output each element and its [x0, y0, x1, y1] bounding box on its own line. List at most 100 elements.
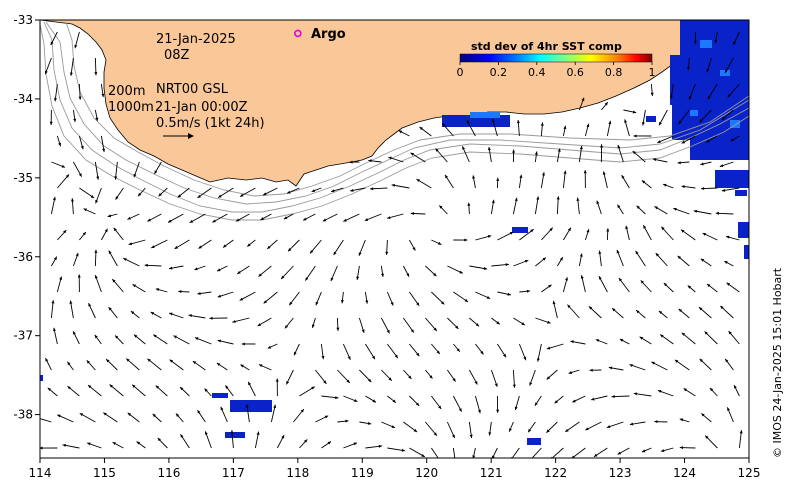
current-arrow	[114, 335, 124, 345]
current-arrow	[127, 213, 140, 220]
current-arrow	[508, 421, 514, 432]
current-arrow	[113, 227, 124, 241]
current-arrow	[53, 83, 58, 102]
current-arrow	[112, 441, 124, 449]
current-arrow	[657, 389, 674, 397]
current-arrow	[45, 357, 52, 371]
current-arrow	[100, 135, 106, 153]
current-arrow	[571, 447, 586, 458]
current-arrow	[578, 97, 585, 111]
current-arrow	[641, 180, 652, 189]
current-arrow	[330, 265, 338, 282]
current-arrow	[169, 359, 184, 371]
current-arrow	[337, 369, 351, 384]
current-arrow	[67, 385, 80, 397]
current-arrow	[570, 340, 586, 345]
current-arrow	[475, 343, 484, 355]
current-arrow	[640, 280, 652, 293]
current-arrow	[721, 109, 734, 121]
current-arrow	[51, 161, 66, 168]
current-arrow	[150, 311, 162, 319]
current-arrow	[180, 434, 190, 449]
current-arrow	[212, 213, 228, 223]
current-arrow	[546, 369, 558, 380]
current-arrow	[585, 421, 602, 431]
current-arrow	[725, 235, 740, 241]
current-arrow	[198, 239, 212, 249]
x-tick-label: 117	[222, 466, 245, 480]
current-arrow	[650, 83, 654, 96]
current-arrow	[40, 418, 52, 423]
current-arrow	[496, 177, 500, 189]
x-tick-label: 124	[673, 466, 696, 480]
current-arrow	[315, 369, 327, 385]
current-arrow	[663, 282, 674, 293]
current-arrow	[232, 317, 250, 323]
current-arrow	[705, 135, 718, 143]
current-arrow	[287, 239, 300, 252]
current-arrow	[540, 172, 545, 189]
current-arrow	[655, 252, 668, 267]
current-arrow	[727, 83, 740, 98]
current-arrow	[72, 330, 80, 345]
current-arrow	[611, 307, 624, 319]
current-arrow	[497, 231, 514, 241]
current-arrow	[617, 447, 630, 455]
current-arrow	[516, 119, 520, 137]
current-arrow	[591, 395, 608, 401]
current-arrow	[491, 263, 509, 267]
current-arrow	[513, 259, 529, 267]
current-arrow	[359, 369, 372, 383]
current-arrow	[333, 239, 344, 256]
current-arrow	[425, 317, 438, 332]
current-arrow	[475, 235, 492, 241]
current-arrow	[188, 314, 206, 319]
current-arrow	[527, 421, 536, 433]
current-arrow	[541, 284, 552, 293]
current-arrow	[365, 395, 377, 403]
current-arrow	[52, 327, 58, 345]
product-time-label: 21-Jan 00:00Z	[155, 100, 248, 115]
current-arrow	[431, 239, 442, 246]
current-arrow	[611, 395, 630, 399]
current-arrow	[342, 343, 351, 360]
current-arrow	[356, 265, 360, 280]
current-arrow	[536, 343, 542, 362]
current-arrow	[701, 413, 712, 423]
current-arrow	[224, 385, 234, 397]
current-arrow	[197, 187, 212, 199]
current-arrow	[629, 421, 646, 426]
current-arrow	[738, 430, 743, 449]
current-arrow	[343, 395, 358, 403]
current-arrow	[105, 358, 118, 371]
scale-label: 0.5m/s (1kt 24h)	[156, 116, 265, 131]
current-arrow	[86, 360, 96, 371]
current-arrow	[107, 213, 118, 218]
current-arrow	[576, 197, 580, 215]
current-arrow	[409, 447, 426, 458]
current-arrow	[679, 418, 690, 423]
current-arrow	[719, 161, 734, 168]
current-arrow	[115, 187, 124, 200]
current-arrow	[69, 300, 74, 319]
current-arrow	[686, 57, 691, 71]
current-arrow	[623, 109, 637, 114]
current-arrow	[540, 122, 544, 137]
current-arrow	[293, 343, 300, 356]
current-arrow	[600, 144, 604, 163]
current-arrow	[619, 338, 630, 345]
current-arrow	[284, 317, 294, 329]
current-arrow	[660, 226, 674, 241]
current-arrow	[168, 265, 184, 270]
current-arrow	[468, 369, 478, 385]
current-arrow	[398, 130, 410, 137]
current-arrow	[79, 231, 87, 241]
current-arrow	[469, 265, 488, 270]
x-axis: 114 115 116 117 118 119 120 121 122 123 124 125	[29, 458, 760, 480]
current-arrow	[380, 265, 385, 277]
current-arrow	[431, 291, 445, 305]
current-arrow	[444, 174, 454, 189]
current-arrow	[580, 275, 586, 293]
current-arrow	[534, 196, 540, 215]
